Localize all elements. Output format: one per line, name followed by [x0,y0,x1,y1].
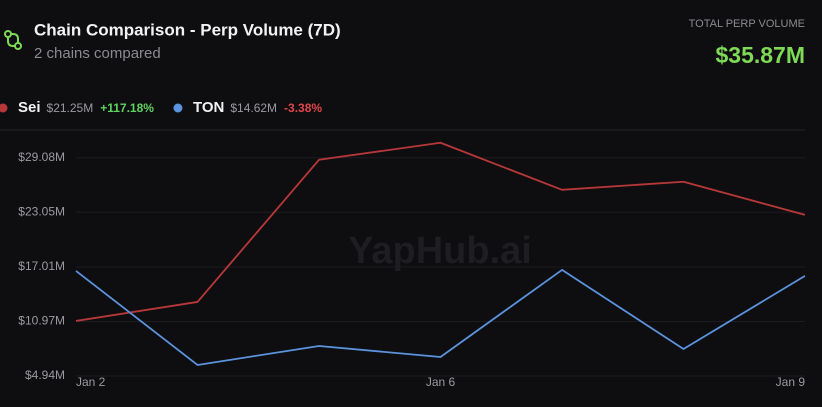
title: Chain Comparison - Perp Volume (7D) [34,20,341,39]
legend-name: Sei [18,99,41,116]
x-tick-label: Jan 6 [426,375,456,389]
y-tick-label: $17.01M [18,259,65,273]
legend-value: $21.25M [47,101,94,115]
total-value: $35.87M [715,42,805,68]
legend-value: $14.62M [230,101,277,115]
total-label: TOTAL PERP VOLUME [689,18,805,30]
subtitle: 2 chains compared [34,45,161,62]
legend: Sei $21.25M +117.18% TON $14.62M -3.38% [0,99,322,116]
y-tick-label: $10.97M [18,314,65,328]
series-line [75,141,806,322]
y-tick-label: $23.05M [18,204,65,218]
plot: $4.94M $10.97M $17.01M $23.05M $29.08M Jan 2 J… [18,141,806,389]
chain-icon [4,30,22,50]
legend-change: -3.38% [284,101,322,115]
watermark: YapHub.ai [348,230,532,272]
legend-dot [173,103,183,113]
y-tick-label: $29.08M [18,150,65,164]
x-tick-label: Jan 9 [776,375,806,389]
x-tick-label: Jan 2 [76,375,106,389]
legend-name: TON [193,99,224,116]
series-line [75,269,806,366]
y-tick-label: $4.94M [25,368,65,382]
legend-dot [0,103,8,113]
legend-change: +117.18% [100,101,154,115]
